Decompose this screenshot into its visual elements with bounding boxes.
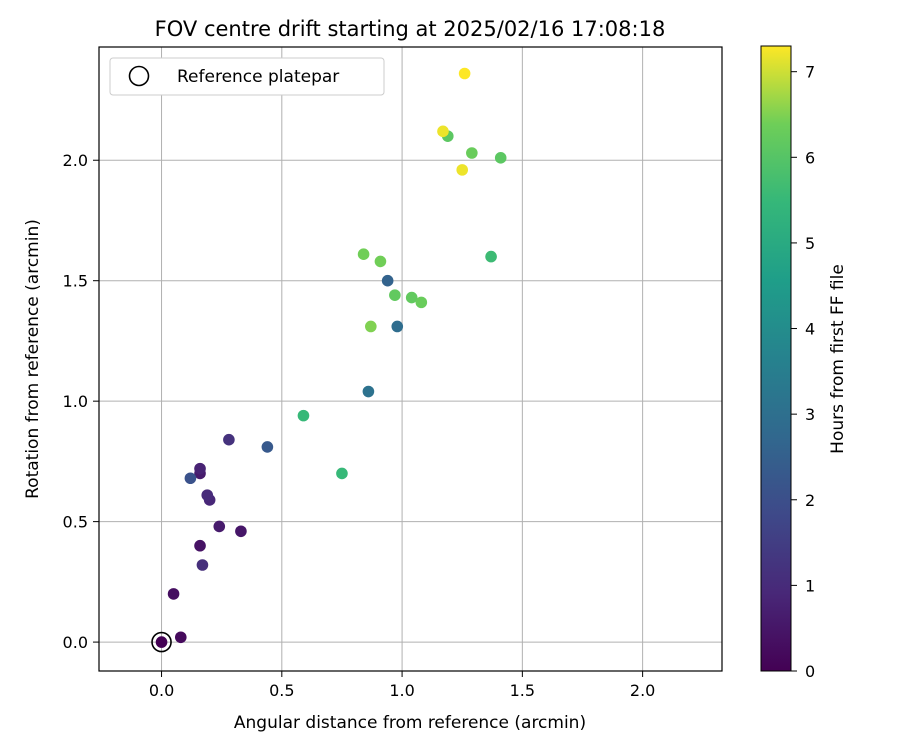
scatter-point [213, 520, 226, 533]
scatter-point [381, 274, 394, 287]
scatter-point [362, 385, 375, 398]
legend-label-reference-platepar: Reference platepar [177, 67, 339, 87]
colorbar-tick-label: 6 [805, 148, 815, 167]
colorbar-tick-label: 1 [805, 576, 815, 595]
legend-marker-open-circle [128, 65, 150, 87]
colorbar: 0 1 2 3 4 5 6 7 Hours from first FF file [760, 45, 848, 681]
scatter-point [357, 248, 370, 260]
scatter-point [297, 409, 310, 422]
plot-frame [98, 46, 723, 672]
scatter-point [201, 489, 214, 501]
scatter-point [405, 291, 418, 304]
scatter-point [194, 462, 206, 475]
scatter-point [391, 320, 404, 333]
scatter-point [466, 147, 478, 159]
legend: Reference platepar [109, 57, 385, 96]
scatter-point [196, 559, 209, 571]
scatter-point [261, 441, 274, 453]
chart-title: FOV centre drift starting at 2025/02/16 … [155, 17, 666, 41]
y-axis-label: Rotation from reference (arcmin) [23, 219, 43, 499]
scatter-point [365, 320, 377, 333]
scatter-point [494, 152, 507, 164]
x-tick-label: 0.5 [269, 681, 294, 700]
reference-platepar-marker [151, 631, 172, 653]
scatter-point [456, 164, 469, 176]
x-tick-label: 2.0 [630, 681, 655, 700]
scatter-point [174, 631, 187, 644]
colorbar-tick-label: 4 [805, 320, 815, 339]
scatter-point [167, 588, 180, 600]
data-points [151, 67, 507, 653]
x-tick-label: 0.0 [149, 681, 174, 700]
x-axis-label: Angular distance from reference (arcmin) [234, 713, 586, 733]
scatter-point [155, 636, 168, 648]
scatter-point [437, 125, 449, 138]
y-tick-label: 0.5 [63, 513, 88, 532]
scatter-point [485, 250, 497, 263]
x-tick-label: 1.0 [389, 681, 414, 700]
scatter-point [458, 67, 471, 80]
axis-ticks: 0.0 0.5 1.0 1.5 2.0 0.0 0.5 1.0 1.5 2.0 [63, 151, 656, 700]
scatter-point [223, 433, 235, 446]
legend-box [109, 57, 385, 96]
y-tick-label: 1.0 [63, 392, 88, 411]
y-tick-label: 1.5 [63, 272, 88, 291]
colorbar-tick-label: 2 [805, 491, 815, 510]
colorbar-tick-label: 3 [805, 405, 815, 424]
x-tick-label: 1.5 [510, 681, 535, 700]
colorbar-ticks: 0 1 2 3 4 5 6 7 [791, 63, 815, 681]
colorbar-gradient [760, 45, 792, 672]
scatter-point [336, 467, 348, 480]
scatter-point [389, 289, 401, 301]
scatter-point [194, 539, 206, 552]
colorbar-tick-label: 0 [805, 662, 815, 681]
plot-area: 0.0 0.5 1.0 1.5 2.0 0.0 0.5 1.0 1.5 2.0 [63, 46, 723, 700]
scatter-point [415, 296, 428, 309]
grid-lines [99, 47, 722, 671]
scatter-point [235, 525, 247, 538]
colorbar-label: Hours from first FF file [828, 264, 848, 454]
colorbar-tick-label: 7 [805, 63, 815, 82]
y-tick-label: 0.0 [63, 633, 88, 652]
colorbar-tick-label: 5 [805, 234, 815, 253]
y-tick-label: 2.0 [63, 151, 88, 170]
plot-background [99, 47, 722, 671]
scatter-point [374, 255, 387, 268]
scatter-point [184, 472, 197, 485]
